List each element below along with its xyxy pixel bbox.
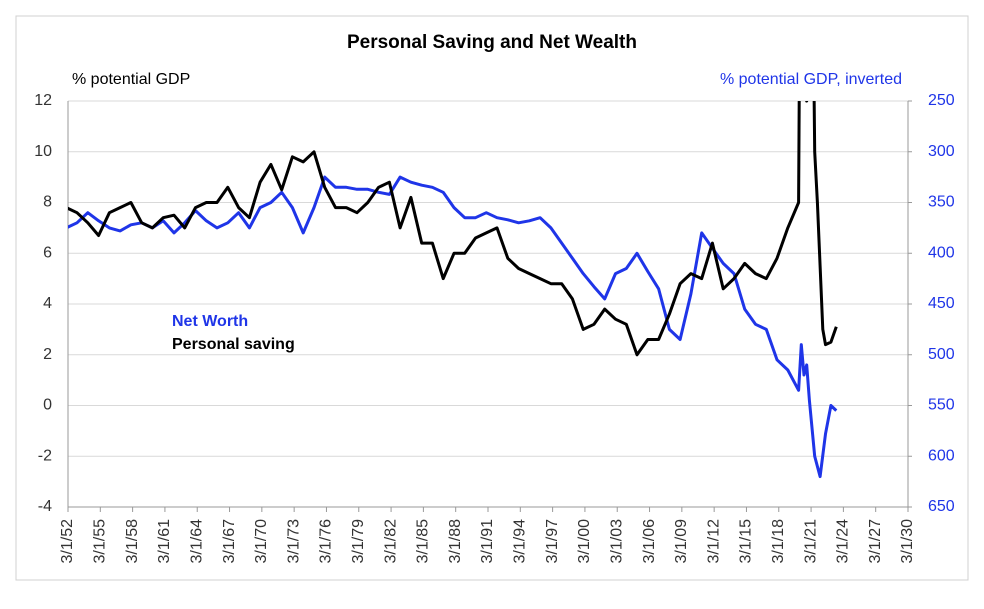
y2-tick-label: 450: [928, 295, 955, 312]
plot-area: [68, 101, 838, 479]
x-tick-label: 3/1/61: [156, 519, 173, 564]
y2-tick-label: 350: [928, 194, 955, 211]
y-tick-label: 10: [34, 143, 52, 160]
x-tick-label: 3/1/70: [253, 519, 270, 564]
y-tick-label: 0: [43, 397, 52, 414]
y-tick-label: 2: [43, 346, 52, 363]
y2-axis-title: % potential GDP, inverted: [720, 71, 902, 88]
x-tick-label: 3/1/03: [608, 519, 625, 564]
x-tick-label: 3/1/58: [124, 519, 141, 564]
x-tick-label: 3/1/09: [673, 519, 690, 564]
y2-tick-label: 500: [928, 346, 955, 363]
x-tick-label: 3/1/18: [770, 519, 787, 564]
y2-tick-label: 650: [928, 498, 955, 515]
legend-label: Personal saving: [172, 336, 295, 353]
x-tick-label: 3/1/73: [285, 519, 302, 564]
x-tick-label: 3/1/27: [867, 519, 884, 564]
x-tick-label: 3/1/30: [899, 519, 916, 564]
y2-tick-label: 300: [928, 143, 955, 160]
legend-label: Net Worth: [172, 313, 248, 330]
x-tick-label: 3/1/97: [544, 519, 561, 564]
x-tick-label: 3/1/15: [738, 519, 755, 564]
y-tick-label: -4: [38, 498, 52, 515]
x-tick-label: 3/1/94: [512, 519, 529, 564]
y2-tick-label: 550: [928, 397, 955, 414]
chart-frame: [15, 15, 969, 581]
x-tick-label: 3/1/12: [705, 519, 722, 564]
x-tick-label: 3/1/00: [576, 519, 593, 564]
x-tick-label: 3/1/85: [415, 519, 432, 564]
y-tick-label: 4: [43, 295, 52, 312]
y-tick-label: 12: [34, 92, 52, 109]
y2-tick-label: 400: [928, 244, 955, 261]
x-tick-label: 3/1/52: [59, 519, 76, 564]
y-tick-label: -2: [38, 447, 52, 464]
y-axis-title: % potential GDP: [72, 71, 190, 88]
x-tick-label: 3/1/06: [641, 519, 658, 564]
series-line: [68, 101, 838, 357]
x-tick-label: 3/1/64: [188, 519, 205, 564]
x-tick-label: 3/1/79: [350, 519, 367, 564]
y2-tick-label: 250: [928, 92, 955, 109]
x-tick-label: 3/1/88: [447, 519, 464, 564]
y-tick-label: 8: [43, 194, 52, 211]
series-line: [68, 175, 838, 479]
x-tick-label: 3/1/24: [835, 519, 852, 564]
y2-tick-label: 600: [928, 447, 955, 464]
x-tick-label: 3/1/67: [221, 519, 238, 564]
x-tick-label: 3/1/21: [802, 519, 819, 564]
x-tick-label: 3/1/76: [318, 519, 335, 564]
x-tick-label: 3/1/55: [92, 519, 109, 564]
x-tick-label: 3/1/91: [479, 519, 496, 564]
chart-title: Personal Saving and Net Wealth: [347, 32, 637, 53]
y-tick-label: 6: [43, 244, 52, 261]
x-tick-label: 3/1/82: [382, 519, 399, 564]
